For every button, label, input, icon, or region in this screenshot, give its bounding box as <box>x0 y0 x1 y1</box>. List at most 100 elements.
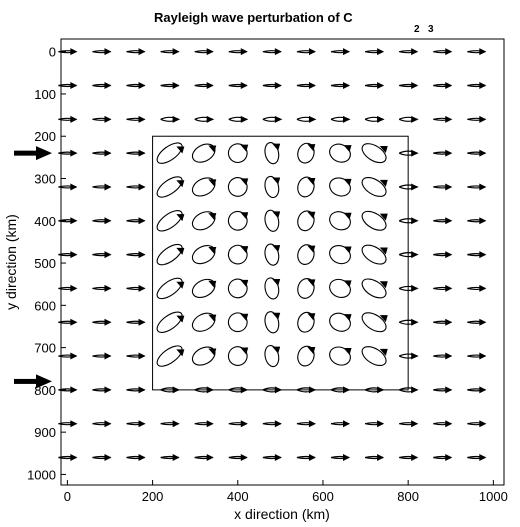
motion-head <box>445 284 453 292</box>
motion-ellipse <box>297 244 315 266</box>
motion-ellipse <box>361 143 387 164</box>
motion-marker-0-1 <box>58 82 78 90</box>
motion-head <box>379 179 388 187</box>
motion-head <box>445 48 453 56</box>
motion-ellipse <box>156 243 183 266</box>
motion-marker-12-3 <box>467 149 487 157</box>
motion-marker-9-12 <box>364 454 385 462</box>
motion-marker-9-0 <box>364 48 385 56</box>
motion-marker-5-1 <box>228 82 248 90</box>
motion-head <box>206 386 214 394</box>
motion-head <box>343 212 352 220</box>
motion-ellipse <box>297 142 315 164</box>
motion-marker-6-12 <box>262 454 282 462</box>
motion-head <box>343 82 351 90</box>
motion-head <box>176 146 185 154</box>
motion-head <box>104 318 112 326</box>
motion-head <box>445 352 453 360</box>
motion-head <box>445 318 453 326</box>
motion-head <box>138 284 146 292</box>
motion-head <box>274 115 282 123</box>
motion-marker-0-4 <box>58 183 78 191</box>
motion-head <box>70 48 78 56</box>
motion-marker-8-10 <box>330 386 351 394</box>
motion-marker-10-9 <box>398 352 419 360</box>
motion-head <box>208 348 217 356</box>
motion-head <box>307 279 316 287</box>
motion-marker-2-9 <box>126 352 146 360</box>
motion-head <box>240 212 249 220</box>
motion-marker-0-9 <box>58 352 78 360</box>
motion-marker-7-6 <box>297 244 316 266</box>
source-arrow-1 <box>14 374 52 389</box>
motion-marker-5-8 <box>227 312 249 333</box>
motion-marker-0-10 <box>58 386 78 394</box>
motion-marker-4-0 <box>194 48 214 56</box>
motion-marker-6-4 <box>264 175 281 199</box>
motion-marker-11-12 <box>433 454 453 462</box>
motion-head <box>70 149 78 157</box>
motion-marker-7-12 <box>296 454 316 462</box>
motion-head <box>176 180 185 188</box>
motion-marker-9-2 <box>364 115 385 123</box>
motion-head <box>138 251 146 259</box>
motion-marker-2-5 <box>126 217 146 225</box>
motion-ellipse <box>191 346 216 366</box>
x-tick-label-2: 400 <box>227 489 249 504</box>
motion-head <box>379 247 388 255</box>
x-tick-label-1: 200 <box>142 489 164 504</box>
motion-marker-3-7 <box>156 277 185 300</box>
motion-head <box>445 420 453 428</box>
motion-marker-8-5 <box>329 211 352 231</box>
motion-head <box>208 247 217 255</box>
y-tick-label-9: 900 <box>34 425 56 440</box>
motion-ellipse <box>156 210 183 232</box>
motion-marker-12-4 <box>467 183 487 191</box>
motion-ellipse <box>264 209 280 232</box>
motion-marker-11-1 <box>433 82 453 90</box>
motion-ellipse <box>297 176 315 198</box>
motion-head <box>445 454 453 462</box>
motion-marker-4-9 <box>191 346 217 366</box>
motion-marker-1-6 <box>92 251 112 259</box>
motion-marker-9-4 <box>361 176 388 197</box>
motion-marker-10-4 <box>398 183 419 191</box>
motion-ellipse <box>297 278 315 299</box>
y-tick-label-2: 200 <box>34 129 56 144</box>
motion-ellipse <box>329 211 351 231</box>
motion-head <box>70 318 78 326</box>
motion-marker-1-2 <box>92 115 112 123</box>
motion-marker-5-12 <box>228 454 248 462</box>
motion-head <box>307 144 316 152</box>
motion-marker-3-5 <box>156 210 185 232</box>
motion-head <box>479 183 487 191</box>
motion-head <box>308 454 316 462</box>
motion-marker-2-7 <box>126 284 146 292</box>
motion-ellipse <box>191 211 216 231</box>
source-arrow-shaft <box>14 378 38 384</box>
motion-marker-1-5 <box>92 217 112 225</box>
motion-ellipse <box>156 176 183 198</box>
chart-title: Rayleigh wave perturbation of C <box>154 10 353 25</box>
motion-head <box>479 318 487 326</box>
motion-head <box>176 247 185 255</box>
motion-ellipse <box>361 312 387 333</box>
motion-head <box>104 183 112 191</box>
motion-marker-9-7 <box>361 278 388 299</box>
motion-marker-3-8 <box>156 311 185 333</box>
x-tick-label-3: 600 <box>312 489 334 504</box>
motion-head <box>343 454 351 462</box>
motion-head <box>308 115 316 123</box>
motion-marker-7-7 <box>297 278 316 299</box>
motion-marker-0-2 <box>58 115 78 123</box>
motion-marker-2-11 <box>126 420 146 428</box>
perturbation-region <box>152 135 409 391</box>
motion-head <box>307 347 316 355</box>
motion-head <box>479 420 487 428</box>
motion-marker-4-12 <box>194 454 214 462</box>
motion-marker-4-11 <box>194 420 214 428</box>
motion-marker-9-9 <box>361 346 388 367</box>
motion-marker-4-7 <box>191 278 217 299</box>
motion-head <box>343 347 352 355</box>
motion-head <box>70 454 78 462</box>
